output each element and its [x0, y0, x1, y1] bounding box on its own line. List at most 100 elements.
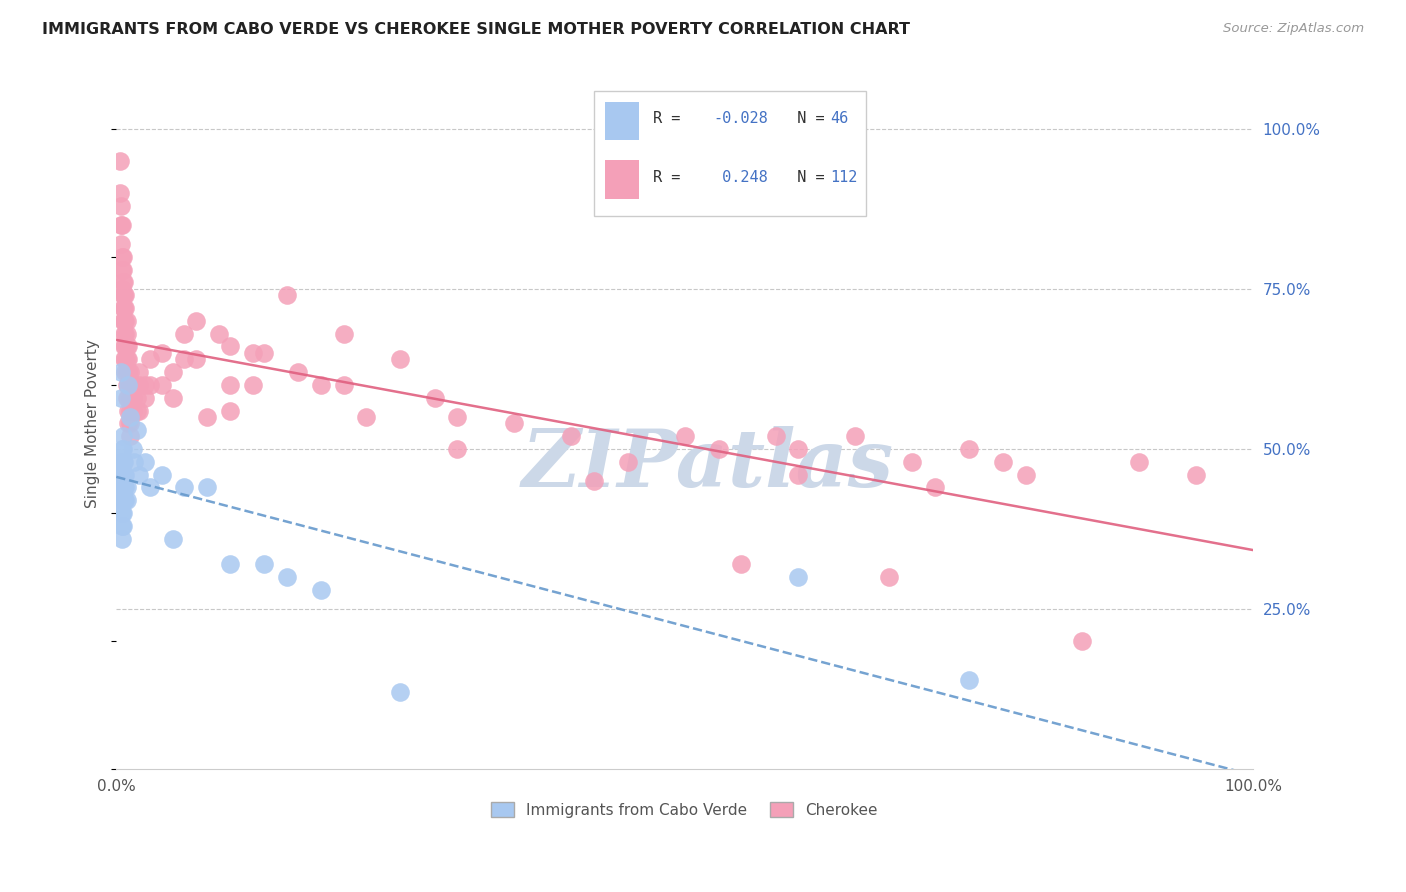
- Point: [112, 276, 135, 290]
- Point: [957, 442, 980, 456]
- Point: [112, 467, 135, 482]
- FancyBboxPatch shape: [605, 161, 640, 199]
- Point: [276, 570, 298, 584]
- Point: [112, 493, 135, 508]
- Point: [112, 442, 135, 456]
- Point: [117, 339, 139, 353]
- Point: [111, 506, 134, 520]
- Point: [112, 250, 135, 264]
- Point: [423, 391, 446, 405]
- Point: [877, 570, 900, 584]
- Point: [122, 403, 145, 417]
- Point: [253, 558, 276, 572]
- Text: ZIPatlas: ZIPatlas: [522, 426, 893, 504]
- Point: [389, 352, 412, 367]
- FancyBboxPatch shape: [593, 91, 866, 216]
- Point: [111, 455, 134, 469]
- Point: [114, 339, 136, 353]
- Text: 46: 46: [830, 112, 848, 127]
- Point: [112, 339, 135, 353]
- Point: [195, 409, 218, 424]
- Point: [111, 282, 134, 296]
- Point: [111, 519, 134, 533]
- Point: [162, 365, 184, 379]
- Point: [117, 403, 139, 417]
- Point: [112, 314, 135, 328]
- Point: [122, 442, 145, 456]
- Point: [110, 218, 132, 232]
- Point: [117, 417, 139, 431]
- Point: [112, 301, 135, 315]
- Point: [112, 506, 135, 520]
- Point: [150, 467, 173, 482]
- Point: [110, 391, 132, 405]
- Point: [139, 352, 162, 367]
- Point: [128, 378, 150, 392]
- Point: [276, 288, 298, 302]
- Point: [124, 455, 146, 469]
- Point: [118, 429, 141, 443]
- Point: [111, 532, 134, 546]
- Point: [446, 442, 468, 456]
- Point: [173, 480, 195, 494]
- Point: [114, 326, 136, 341]
- Point: [1071, 634, 1094, 648]
- Point: [332, 326, 354, 341]
- Point: [503, 417, 526, 431]
- Point: [139, 378, 162, 392]
- Point: [115, 480, 138, 494]
- Point: [118, 417, 141, 431]
- Point: [114, 301, 136, 315]
- Point: [219, 378, 242, 392]
- Point: [162, 532, 184, 546]
- Point: [115, 365, 138, 379]
- Point: [122, 378, 145, 392]
- Text: R =: R =: [652, 170, 689, 186]
- Point: [707, 442, 730, 456]
- Point: [1014, 467, 1036, 482]
- Point: [673, 429, 696, 443]
- Point: [118, 378, 141, 392]
- Point: [117, 378, 139, 392]
- Point: [111, 467, 134, 482]
- Point: [128, 467, 150, 482]
- Point: [253, 346, 276, 360]
- Point: [114, 314, 136, 328]
- Point: [114, 493, 136, 508]
- Point: [787, 442, 810, 456]
- Point: [219, 403, 242, 417]
- Point: [787, 467, 810, 482]
- Point: [287, 365, 309, 379]
- Point: [115, 339, 138, 353]
- Point: [134, 378, 156, 392]
- Point: [112, 493, 135, 508]
- Text: 0.248: 0.248: [713, 170, 768, 186]
- Text: 112: 112: [830, 170, 858, 186]
- Point: [1128, 455, 1150, 469]
- Point: [115, 391, 138, 405]
- Point: [115, 314, 138, 328]
- Point: [110, 198, 132, 212]
- Point: [1185, 467, 1208, 482]
- Point: [108, 186, 131, 200]
- Text: -0.028: -0.028: [713, 112, 768, 127]
- Point: [125, 403, 148, 417]
- Point: [134, 391, 156, 405]
- Point: [111, 262, 134, 277]
- Point: [582, 474, 605, 488]
- Point: [924, 480, 946, 494]
- Point: [110, 237, 132, 252]
- Point: [309, 378, 332, 392]
- Point: [128, 403, 150, 417]
- Point: [560, 429, 582, 443]
- Point: [162, 391, 184, 405]
- Point: [112, 455, 135, 469]
- Point: [112, 288, 135, 302]
- Point: [110, 365, 132, 379]
- Point: [115, 326, 138, 341]
- Point: [112, 429, 135, 443]
- Point: [219, 339, 242, 353]
- Point: [111, 250, 134, 264]
- Point: [173, 326, 195, 341]
- Text: Source: ZipAtlas.com: Source: ZipAtlas.com: [1223, 22, 1364, 36]
